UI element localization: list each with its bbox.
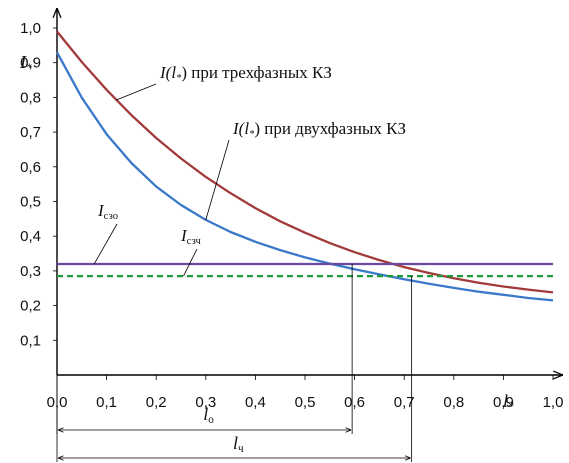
series-label-4: Iсзч (180, 226, 202, 247)
y-tick-label: 0,9 (20, 55, 41, 72)
dimension-label-2: lч (233, 433, 244, 455)
series-line-2 (55, 51, 554, 302)
x-axis-label: l* (503, 391, 514, 413)
series-line-1 (56, 30, 554, 294)
leader-line (93, 223, 118, 265)
x-tick-label: 0,1 (96, 394, 117, 411)
y-tick-label: 0,3 (20, 263, 41, 280)
y-tick-label: 0,2 (20, 298, 41, 315)
series-group (55, 30, 554, 302)
y-tick-label: 0,7 (20, 124, 41, 141)
labels-group: I(l*) при трехфазных КЗ I(l*) при двухфаз… (93, 63, 406, 277)
series-label-3: Iсзо (97, 201, 118, 222)
leader-line (183, 248, 198, 277)
x-tick-label: 0,7 (394, 394, 415, 411)
y-axis-label: I* (19, 52, 32, 74)
y-tick-label: 0,6 (20, 159, 41, 176)
y-tick-label: 0,4 (20, 228, 41, 245)
leader-line (116, 83, 157, 101)
x-tick-label: 0,4 (245, 394, 266, 411)
x-tick-label: 0,3 (195, 394, 216, 411)
leader-line (205, 139, 230, 221)
axes: 0,0 0,1 0,2 0,3 0,4 0,5 0,6 0,7 0,8 0,9 1,00,10,20… (19, 8, 563, 413)
x-tick-label: 0,5 (295, 394, 316, 411)
series-label-1: I(l*) при трехфазных КЗ (159, 63, 332, 84)
x-tick-label: 1,0 (543, 394, 564, 411)
series-label-2: I(l*) при двухфазных КЗ (232, 119, 406, 140)
y-tick-label: 0,1 (20, 332, 41, 349)
x-tick-label: 0,2 (146, 394, 167, 411)
dimension-label-1: lо (203, 404, 214, 426)
y-tick-label: 0,5 (20, 194, 41, 211)
y-tick-label: 0,8 (20, 89, 41, 106)
x-tick-label: 0,9 (493, 394, 514, 411)
y-tick-label: 1,0 (20, 20, 41, 37)
x-tick-label: 0,6 (344, 394, 365, 411)
x-tick-label: 0,8 (443, 394, 464, 411)
